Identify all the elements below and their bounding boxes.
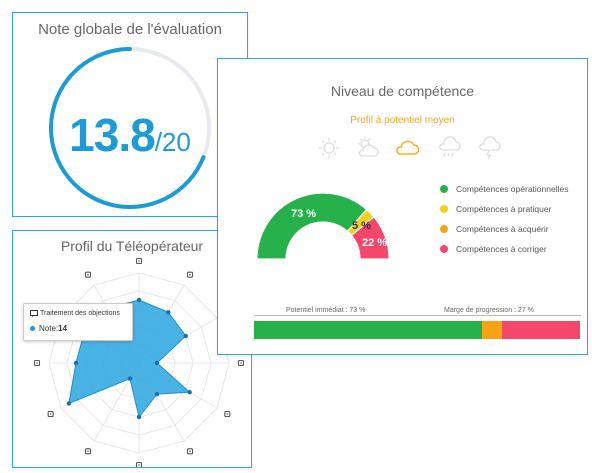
competence-level-card: Niveau de compétence Profil à potentiel … [217, 58, 588, 355]
profile-radar-card: Profil du Téléopérateur Traitement des o… [12, 230, 252, 468]
tooltip-note-label: Note: [39, 324, 59, 333]
radar-point[interactable] [73, 360, 79, 366]
cloud-icon [394, 135, 420, 161]
radar-point[interactable] [127, 376, 133, 381]
legend-item: Compétences à corriger [440, 239, 568, 259]
competence-legend: Compétences opérationnelles Compétences … [440, 179, 568, 259]
score-gauge-ring [49, 47, 211, 209]
competence-donut-chart [256, 192, 390, 260]
donut-segment [350, 216, 390, 260]
potential-immediate-label: Potentiel immédiat : 73 % [286, 307, 366, 314]
profile-potential-label: Profil à potentiel moyen [350, 115, 455, 126]
cart-icon [33, 359, 41, 367]
donut-segment [256, 192, 368, 260]
donut-label-operational: 73 % [291, 208, 317, 220]
radar-point[interactable] [136, 297, 142, 303]
competence-title: Niveau de compétence [330, 83, 475, 99]
legend-label: Compétences à corriger [456, 244, 547, 254]
gear-icon [186, 271, 194, 278]
global-score-title: Note globale de l'évaluation [38, 21, 222, 38]
radar-point[interactable] [166, 310, 171, 315]
radar-point[interactable] [66, 401, 72, 406]
radar-tooltip: Traitement des objections Note: 14 [23, 303, 133, 341]
radar-point[interactable] [154, 391, 160, 397]
handshake-icon [237, 359, 245, 367]
tooltip-note-value: 14 [58, 324, 68, 333]
progress-bar [254, 321, 580, 339]
comment-icon [30, 310, 38, 317]
bar-segment-acquire [482, 321, 502, 339]
bar-divider [254, 315, 581, 316]
progress-margin-label: Marge de progression : 27 % [444, 307, 534, 314]
bar-segment-operational [254, 321, 483, 339]
radar-point[interactable] [136, 414, 142, 420]
profile-title: Profil du Téléopérateur [60, 238, 204, 254]
legend-label: Compétences à pratiquer [456, 204, 552, 214]
rain-icon [436, 135, 462, 161]
legend-item: Compétences à acquérir [440, 219, 568, 239]
person-icon [47, 410, 54, 418]
global-score-card: Note globale de l'évaluation 13.8/20 [12, 12, 248, 217]
chat-icon [135, 461, 143, 467]
comment-icon [84, 271, 92, 278]
legend-label: Compétences opérationnelles [456, 184, 569, 194]
bar-segment-correct [501, 321, 580, 339]
headset-icon [135, 257, 143, 265]
phone-icon [186, 448, 194, 455]
legend-dot [440, 225, 448, 233]
storm-icon [476, 135, 502, 161]
legend-item: Compétences à pratiquer [440, 199, 568, 219]
radar-point[interactable] [187, 390, 192, 395]
tooltip-title: Traitement des objections [40, 310, 120, 317]
calendar-icon [224, 410, 231, 418]
tooltip-dot [30, 326, 35, 331]
legend-dot [440, 205, 448, 213]
legend-dot [440, 185, 448, 193]
score-value: 13.8/20 [13, 108, 247, 162]
radar-point[interactable] [183, 333, 188, 339]
score-gauge-arc [49, 47, 206, 209]
sun-cloud-icon [355, 135, 381, 161]
score-total: /20 [154, 127, 191, 157]
donut-label-practice: 5 % [352, 220, 371, 232]
legend-item: Compétences opérationnelles [440, 179, 568, 199]
legend-label: Compétences à acquérir [456, 224, 549, 234]
radar-point[interactable] [154, 360, 160, 366]
score-number: 13.8 [69, 109, 156, 161]
legend-dot [440, 245, 448, 253]
click-icon [84, 448, 92, 455]
donut-label-correct: 22 % [362, 237, 388, 249]
sun-icon [316, 135, 342, 161]
radar-chart [33, 257, 245, 467]
